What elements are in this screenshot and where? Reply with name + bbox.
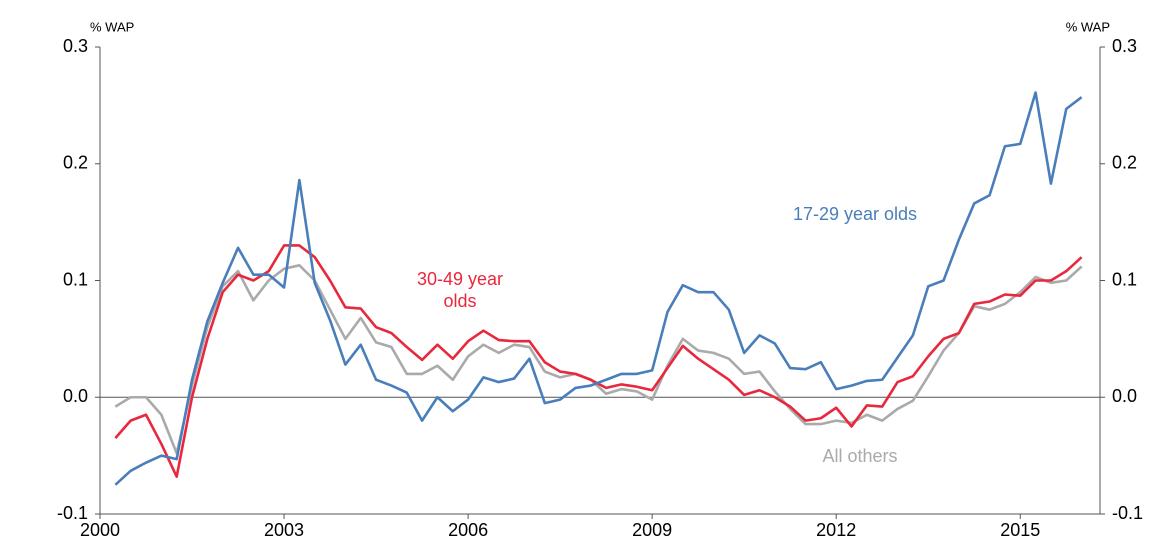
y-tick-label: 0.1 [63, 269, 88, 289]
y2-tick-label: 0.0 [1112, 386, 1137, 406]
series-label: 30-49 year olds [416, 269, 504, 311]
y-tick-label: 0.3 [63, 36, 88, 56]
x-tick-label: 2015 [1000, 520, 1040, 540]
x-tick-label: 2012 [816, 520, 856, 540]
series-line [114, 264, 1083, 455]
x-tick-label: 2006 [448, 520, 488, 540]
y2-axis-label: % WAP [1066, 19, 1110, 34]
x-tick-label: 2009 [632, 520, 672, 540]
y-tick-label: 0.0 [63, 386, 88, 406]
y2-tick-label: -0.1 [1112, 503, 1143, 523]
series-line [114, 91, 1083, 486]
x-tick-label: 2003 [264, 520, 304, 540]
x-tick-label: 2000 [80, 520, 120, 540]
y-tick-label: -0.1 [57, 503, 88, 523]
y2-tick-label: 0.2 [1112, 153, 1137, 173]
y2-tick-label: 0.1 [1112, 269, 1137, 289]
y-tick-label: 0.2 [63, 153, 88, 173]
y-axis-label: % WAP [90, 19, 134, 34]
series-label: 17-29 year olds [792, 204, 918, 224]
y2-tick-label: 0.3 [1112, 36, 1137, 56]
series-label: All others [822, 446, 898, 466]
